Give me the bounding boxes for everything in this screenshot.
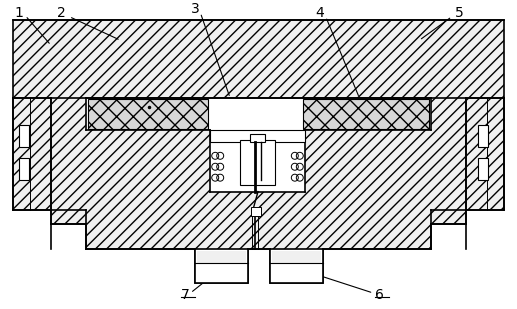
Text: 1: 1 xyxy=(15,6,24,19)
Bar xyxy=(303,99,429,129)
Text: 3: 3 xyxy=(191,2,200,15)
Bar xyxy=(195,249,248,283)
Text: 7: 7 xyxy=(181,288,190,302)
Bar xyxy=(88,99,208,129)
Bar xyxy=(19,125,29,147)
Text: 4: 4 xyxy=(315,6,324,19)
Text: 2: 2 xyxy=(57,6,66,19)
Bar xyxy=(478,158,488,180)
Bar xyxy=(250,134,265,142)
Text: 6: 6 xyxy=(375,288,384,302)
Bar xyxy=(86,98,431,130)
Bar xyxy=(210,130,305,192)
Bar xyxy=(19,158,29,180)
Bar xyxy=(478,125,488,147)
Bar xyxy=(270,249,323,283)
Bar xyxy=(197,251,246,263)
Bar xyxy=(251,206,261,217)
Polygon shape xyxy=(13,19,504,283)
Bar xyxy=(210,130,305,142)
Text: 5: 5 xyxy=(454,6,463,19)
Bar xyxy=(240,140,275,185)
Bar xyxy=(272,251,321,263)
